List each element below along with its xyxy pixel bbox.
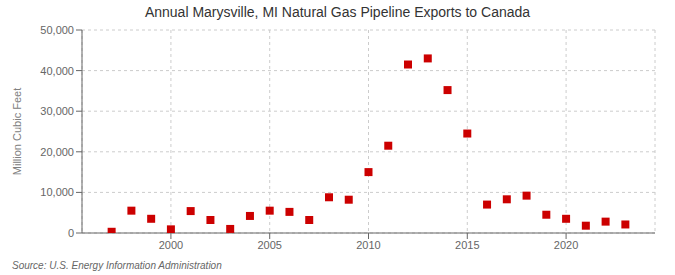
html-text:Annual Marysville, MI Natural: Annual Marysville, MI Natural Gas Pipeli… xyxy=(144,4,531,20)
svg-text:2020: 2020 xyxy=(554,239,578,251)
svg-text:0: 0 xyxy=(68,227,74,239)
svg-text:10,000: 10,000 xyxy=(40,186,74,198)
svg-text:2010: 2010 xyxy=(356,239,380,251)
html-text:Source: U.S. Energy Informatio: Source: U.S. Energy Information Administ… xyxy=(12,260,222,271)
svg-text:50,000: 50,000 xyxy=(40,24,74,36)
svg-text:2000: 2000 xyxy=(159,239,183,251)
svg-text:2005: 2005 xyxy=(257,239,281,251)
svg-text:40,000: 40,000 xyxy=(40,65,74,77)
svg-text:20,000: 20,000 xyxy=(40,146,74,158)
svg-text:30,000: 30,000 xyxy=(40,105,74,117)
svg-text:Million Cubic Feet: Million Cubic Feet xyxy=(11,88,23,175)
svg-text:2015: 2015 xyxy=(455,239,479,251)
